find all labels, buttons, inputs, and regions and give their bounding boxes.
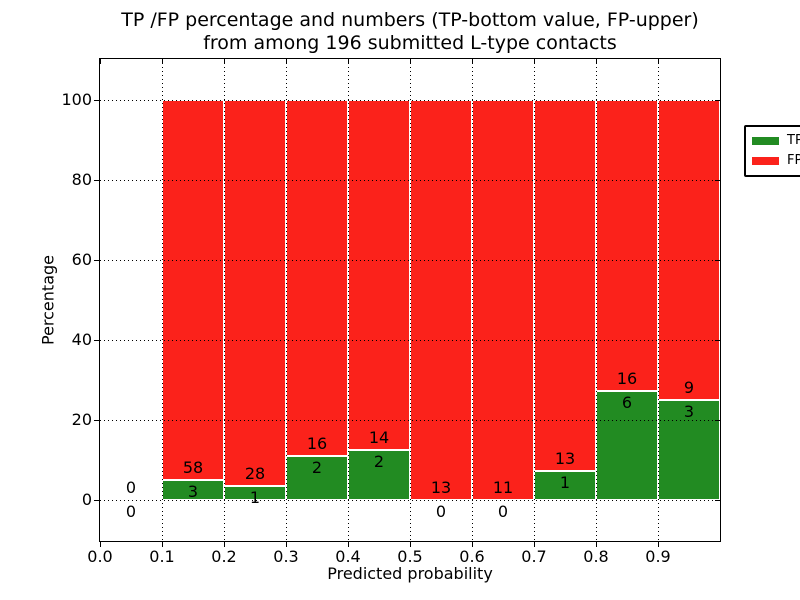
plot-area: TP FP 0 0 58 3 28 1 16 2 14 2 13 0 11 0 13 1 16 6 9 3 bbox=[99, 58, 800, 542]
y-tick-label: 40 bbox=[71, 330, 92, 349]
bar-tp-segment bbox=[658, 400, 720, 500]
tp-count-label: 2 bbox=[373, 452, 385, 471]
x-tick-mark bbox=[348, 541, 349, 547]
tp-count-label: 3 bbox=[187, 482, 199, 502]
bar-tp-segment bbox=[348, 450, 410, 500]
tp-count-label: 0 bbox=[125, 502, 137, 521]
x-tick-mark bbox=[100, 541, 101, 547]
bar-fp-segment bbox=[472, 100, 534, 500]
chart-title-line1: TP /FP percentage and numbers (TP-bottom… bbox=[121, 9, 699, 31]
y-tick-mark bbox=[94, 420, 100, 421]
y-tick-label: 0 bbox=[81, 490, 92, 509]
x-tick-mark bbox=[596, 541, 597, 547]
x-tick-label: 0.8 bbox=[583, 547, 609, 566]
x-tick-mark bbox=[658, 541, 659, 547]
x-tick-mark bbox=[162, 541, 163, 547]
y-tick-mark-right bbox=[715, 180, 720, 181]
x-tick-label: 0.9 bbox=[645, 547, 671, 566]
y-tick-mark bbox=[94, 180, 100, 181]
x-tick-mark-top bbox=[472, 59, 473, 64]
fp-count-label: 9 bbox=[683, 378, 695, 397]
x-tick-label: 0.3 bbox=[273, 547, 299, 566]
tp-count-label: 1 bbox=[249, 488, 261, 508]
x-tick-label: 0.7 bbox=[521, 547, 547, 566]
bar-fp-segment bbox=[596, 100, 658, 391]
y-tick-label: 20 bbox=[71, 410, 92, 429]
tp-count-label: 3 bbox=[683, 402, 695, 421]
fp-count-label: 28 bbox=[244, 464, 266, 484]
fp-count-label: 13 bbox=[554, 449, 576, 469]
x-tick-mark-top bbox=[410, 59, 411, 64]
x-tick-mark-top bbox=[596, 59, 597, 64]
x-tick-label: 0.6 bbox=[459, 547, 485, 566]
fp-count-label: 58 bbox=[182, 458, 204, 478]
bar-fp-segment bbox=[348, 100, 410, 450]
fp-count-label: 16 bbox=[306, 433, 328, 453]
tp-count-label: 0 bbox=[497, 502, 509, 521]
x-tick-label: 0.1 bbox=[149, 547, 175, 566]
x-tick-mark-top bbox=[100, 59, 101, 64]
x-tick-mark bbox=[224, 541, 225, 547]
bar-fp-segment bbox=[534, 100, 596, 472]
y-tick-mark bbox=[94, 340, 100, 341]
chart-title-line2: from among 196 submitted L-type contacts bbox=[203, 32, 617, 54]
tp-count-label: 1 bbox=[559, 473, 571, 493]
x-tick-label: 0.4 bbox=[335, 547, 361, 566]
x-tick-mark-top bbox=[348, 59, 349, 64]
fp-count-label: 11 bbox=[492, 478, 514, 497]
y-tick-mark-right bbox=[715, 420, 720, 421]
bar-fp-segment bbox=[162, 100, 224, 481]
x-tick-mark bbox=[472, 541, 473, 547]
legend-label-tp: TP bbox=[787, 133, 800, 148]
x-tick-label: 0.5 bbox=[397, 547, 423, 566]
fp-count-label: 0 bbox=[125, 478, 137, 497]
y-tick-mark bbox=[94, 100, 100, 101]
x-tick-mark-top bbox=[286, 59, 287, 64]
legend-label-fp: FP bbox=[787, 153, 800, 168]
y-tick-mark-right bbox=[715, 340, 720, 341]
x-axis-label: Predicted probability bbox=[327, 564, 493, 583]
y-tick-label: 100 bbox=[61, 90, 92, 109]
x-tick-mark-top bbox=[224, 59, 225, 64]
x-tick-label: 0.0 bbox=[87, 547, 113, 566]
y-tick-mark bbox=[94, 500, 100, 501]
tp-count-label: 0 bbox=[435, 502, 447, 521]
bar-fp-segment bbox=[658, 100, 720, 400]
x-tick-mark-top bbox=[534, 59, 535, 64]
tp-color-swatch bbox=[752, 137, 779, 145]
bar-fp-segment bbox=[286, 100, 348, 456]
x-tick-label: 0.2 bbox=[211, 547, 237, 566]
bar-tp-segment bbox=[534, 471, 596, 500]
tp-count-label: 6 bbox=[621, 392, 633, 412]
y-tick-mark bbox=[94, 260, 100, 261]
fp-color-swatch bbox=[752, 157, 779, 165]
legend-item-fp: FP bbox=[752, 152, 800, 170]
bar-fp-segment bbox=[410, 100, 472, 500]
chart-title: TP /FP percentage and numbers (TP-bottom… bbox=[100, 9, 720, 55]
bar-fp-segment bbox=[224, 100, 286, 487]
y-tick-mark-right bbox=[715, 260, 720, 261]
x-tick-mark-top bbox=[658, 59, 659, 64]
y-tick-label: 80 bbox=[71, 170, 92, 189]
x-tick-mark bbox=[286, 541, 287, 547]
legend-item-tp: TP bbox=[752, 132, 800, 150]
fp-count-label: 13 bbox=[430, 478, 452, 497]
x-tick-mark bbox=[534, 541, 535, 547]
y-tick-mark-right bbox=[715, 100, 720, 101]
legend: TP FP bbox=[744, 125, 800, 177]
y-tick-mark-right bbox=[715, 500, 720, 501]
tp-count-label: 2 bbox=[311, 457, 323, 477]
x-tick-mark bbox=[410, 541, 411, 547]
x-tick-mark-top bbox=[162, 59, 163, 64]
fp-count-label: 16 bbox=[616, 368, 638, 388]
fp-count-label: 14 bbox=[368, 428, 390, 447]
y-tick-label: 60 bbox=[71, 250, 92, 269]
